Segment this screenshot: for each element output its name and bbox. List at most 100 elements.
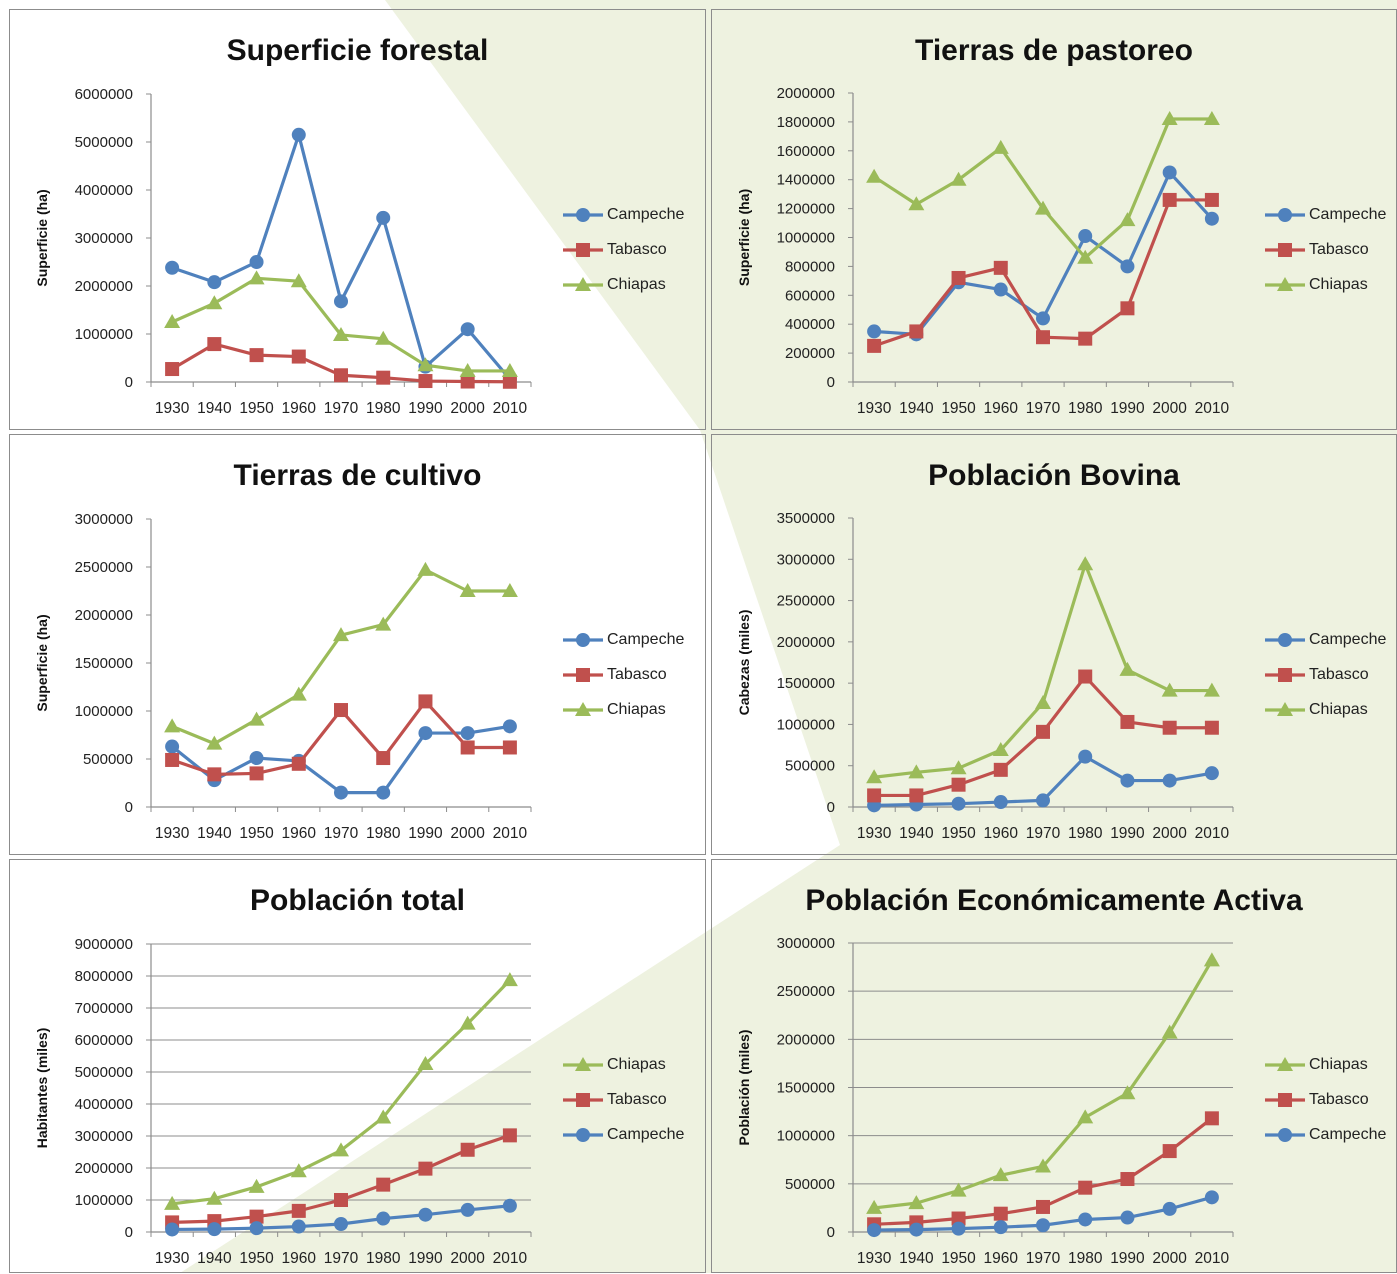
legend-marker [1278, 632, 1292, 647]
data-point [1204, 1190, 1219, 1205]
y-tick-label: 2000000 [777, 85, 835, 102]
data-point [418, 1161, 433, 1176]
data-point [375, 616, 392, 631]
data-point [502, 740, 517, 755]
data-point [951, 777, 966, 792]
y-tick-label: 3000000 [75, 1128, 133, 1145]
y-tick-label: 500000 [785, 758, 835, 775]
legend-marker [1278, 242, 1292, 257]
data-point [992, 139, 1009, 154]
data-point [291, 756, 306, 771]
data-point [1077, 1109, 1094, 1124]
legend: Campeche Tabasco Chiapas [561, 197, 684, 302]
data-point [992, 742, 1009, 757]
series-campeche [867, 1190, 1219, 1238]
y-tick-label: 3000000 [75, 230, 133, 247]
legend-label: Chiapas [1309, 700, 1368, 718]
series-chiapas [866, 952, 1220, 1214]
legend-swatch [1265, 632, 1305, 647]
data-point [866, 769, 883, 784]
legend-label: Tabasco [1309, 1090, 1369, 1108]
data-point [1162, 1144, 1177, 1159]
x-tick-label: 1930 [155, 825, 190, 842]
data-point [291, 349, 306, 364]
legend-marker [1278, 667, 1292, 682]
series-chiapas [866, 111, 1220, 264]
y-tick-label: 6000000 [75, 86, 133, 103]
data-point [376, 751, 391, 766]
series-line [171, 276, 510, 373]
x-tick-label: 1950 [239, 825, 274, 842]
legend-item: Chiapas [1263, 692, 1386, 727]
y-tick-label: 6000000 [75, 1032, 133, 1049]
chart-svg: 0 200000 400000 600000 800000 1000000 1200000 1… [736, 85, 1234, 417]
y-axis-label: Cabezas (miles) [736, 610, 752, 716]
data-point [502, 1128, 517, 1143]
y-tick-label: 2000000 [75, 1160, 133, 1177]
legend-item: Chiapas [561, 267, 684, 302]
x-tick-label: 2000 [1152, 400, 1187, 417]
legend-swatch [563, 632, 603, 647]
legend-label: Campeche [1309, 1125, 1387, 1143]
y-tick-label: 0 [125, 799, 133, 816]
legend-swatch [563, 1127, 603, 1142]
data-point [1162, 720, 1177, 735]
legend-swatch [1265, 1092, 1305, 1107]
x-tick-label: 1930 [857, 825, 892, 842]
legend: Chiapas Tabasco Campeche [1263, 1047, 1386, 1152]
chart-svg: 0 500000 1000000 1500000 2000000 2500000 30000… [736, 935, 1234, 1267]
series-chiapas [164, 270, 518, 377]
chart-title: Población Bovina [928, 459, 1180, 492]
data-point [375, 1109, 392, 1124]
data-point [1036, 1199, 1050, 1214]
data-point [165, 260, 180, 275]
data-point [1204, 766, 1219, 781]
data-point [992, 1167, 1009, 1182]
legend-item: Tabasco [1263, 657, 1386, 692]
y-tick-label: 3000000 [75, 511, 133, 528]
y-tick-label: 2000000 [75, 278, 133, 295]
data-point [1204, 192, 1219, 207]
x-tick-label: 1960 [282, 400, 317, 417]
x-tick-label: 1930 [155, 400, 190, 417]
data-point [1204, 211, 1219, 226]
data-point [206, 295, 223, 310]
data-point [993, 762, 1008, 777]
legend-item: Tabasco [1263, 1082, 1386, 1117]
y-tick-label: 1000000 [777, 1128, 835, 1145]
data-point [376, 370, 391, 385]
x-tick-label: 2000 [1152, 825, 1187, 842]
data-point [206, 735, 223, 750]
legend-item: Campeche [561, 622, 684, 657]
data-point [867, 338, 882, 353]
x-tick-label: 1960 [984, 825, 1019, 842]
data-point [207, 767, 222, 782]
data-point [1161, 682, 1178, 697]
x-tick-label: 1980 [1068, 825, 1103, 842]
data-point [908, 196, 925, 211]
data-point [993, 795, 1008, 810]
y-tick-label: 1000000 [75, 326, 133, 343]
data-point [993, 1220, 1008, 1235]
data-point [1203, 682, 1220, 697]
series-chiapas [164, 972, 518, 1210]
y-tick-label: 0 [827, 799, 835, 816]
y-tick-label: 2000000 [777, 634, 835, 651]
legend: Campeche Tabasco Chiapas [1263, 622, 1386, 727]
x-tick-label: 2010 [1195, 825, 1230, 842]
chart-svg: 0 1000000 2000000 3000000 4000000 5000000 6000… [34, 936, 532, 1267]
data-point [866, 168, 883, 183]
data-point [1036, 311, 1050, 326]
x-tick-label: 1990 [408, 1250, 443, 1267]
x-tick-label: 1940 [899, 400, 934, 417]
y-tick-label: 500000 [785, 1176, 835, 1193]
x-tick-label: 1940 [197, 1250, 232, 1267]
legend-label: Chiapas [607, 1055, 666, 1073]
legend-label: Chiapas [607, 700, 666, 718]
legend-item: Campeche [1263, 622, 1386, 657]
data-point [207, 337, 222, 352]
data-point [502, 1198, 517, 1213]
data-point [1162, 192, 1177, 207]
data-point [249, 348, 264, 363]
legend-label: Campeche [607, 1125, 685, 1143]
